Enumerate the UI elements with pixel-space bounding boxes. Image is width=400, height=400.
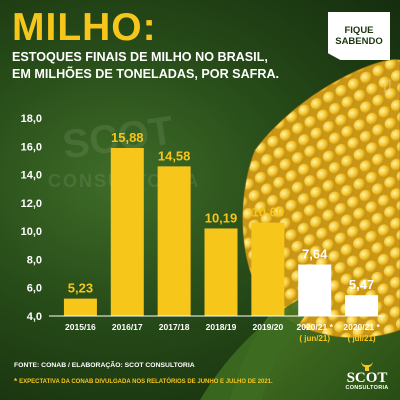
x-tick-label: 2020/21 * (343, 322, 380, 332)
y-axis: 4,0 6,0 8,0 10,0 12,0 14,0 16,0 18,0 (21, 113, 42, 323)
chart-subtitle: ESTOQUES FINAIS DE MILHO NO BRASIL, EM M… (12, 49, 332, 83)
x-tick-label: 2017/18 (159, 322, 190, 332)
y-tick-label: 14,0 (21, 170, 42, 182)
bar (298, 264, 332, 316)
bull-icon (361, 362, 373, 371)
y-tick-label: 8,0 (27, 254, 42, 266)
y-tick-label: 16,0 (21, 141, 42, 153)
data-label: 7,64 (302, 247, 328, 262)
y-tick-label: 4,0 (27, 311, 42, 323)
x-tick-label: 2015/16 (65, 322, 96, 332)
y-tick-label: 18,0 (21, 113, 42, 125)
footnote-text: EXPECTATIVA DA CONAB DIVULGADA NOS RELAT… (19, 379, 273, 385)
footnote: * EXPECTATIVA DA CONAB DIVULGADA NOS RELA… (14, 377, 273, 386)
bar (110, 147, 144, 316)
data-label: 5,47 (349, 277, 374, 292)
x-tick-label: 2019/20 (252, 322, 283, 332)
logo-sub: CONSULTORIA (345, 385, 389, 391)
page-title: MILHO: (12, 6, 157, 49)
footnote-star: * (14, 377, 18, 386)
logo-name: SCOT (346, 370, 388, 386)
y-tick-label: 6,0 (27, 283, 42, 295)
fique-sabendo-badge: FIQUE SABENDO (328, 12, 390, 60)
x-tick-label: 2020/21 * (297, 322, 334, 332)
bar-chart: 4,0 6,0 8,0 10,0 12,0 14,0 16,0 18,0 5,23 15,88 1… (21, 113, 385, 343)
data-label: 15,88 (111, 130, 144, 145)
x-axis: 2015/16 2016/17 2017/18 2018/19 2019/20 2020/… (49, 315, 385, 343)
bars: 5,23 15,88 14,58 10,19 10,60 7,64 5,47 (63, 130, 379, 316)
bar (251, 222, 285, 316)
scot-consultoria-logo: SCOT CONSULTORIA (338, 360, 396, 391)
y-tick-label: 10,0 (21, 226, 42, 238)
data-label: 5,23 (68, 281, 93, 296)
bar (345, 295, 379, 316)
x-tick-label: 2018/19 (206, 322, 237, 332)
data-label: 10,60 (252, 205, 285, 220)
badge-line2: SABENDO (335, 36, 383, 47)
badge-line1: FIQUE (344, 25, 374, 36)
photo-credit: foto: Freepik (382, 78, 392, 92)
bar (63, 298, 97, 316)
subtitle-line1: ESTOQUES FINAIS DE MILHO NO BRASIL, (12, 50, 268, 64)
data-label: 10,19 (205, 210, 238, 225)
source-note: FONTE: CONAB / ELABORAÇÃO: SCOT CONSULTO… (14, 362, 195, 369)
x-tick-sublabel: ( jun/21) (299, 334, 330, 343)
bar (157, 166, 191, 316)
x-tick-sublabel: ( jul/21) (348, 334, 376, 343)
x-tick-label: 2016/17 (112, 322, 143, 332)
bar (204, 228, 238, 316)
data-label: 14,58 (158, 148, 191, 163)
y-tick-label: 12,0 (21, 198, 42, 210)
subtitle-line2: EM MILHÕES DE TONELADAS, POR SAFRA. (12, 67, 280, 81)
